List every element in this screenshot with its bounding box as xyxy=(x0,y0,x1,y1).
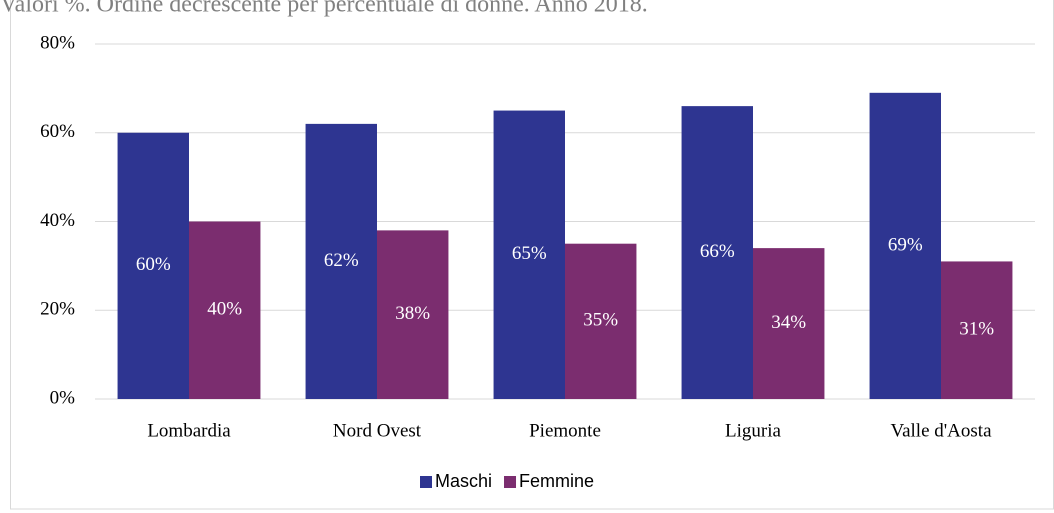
chart-subtitle: Valori %. Ordine decrescente per percent… xyxy=(0,0,648,18)
data-label: 60% xyxy=(136,254,171,275)
bar xyxy=(117,132,189,399)
legend-label: Maschi xyxy=(435,471,492,491)
y-tick-label: 0% xyxy=(50,387,76,408)
data-label: 35% xyxy=(583,310,618,331)
bar xyxy=(305,123,377,399)
y-tick-label: 80% xyxy=(40,32,75,53)
bar xyxy=(493,110,565,399)
bar xyxy=(681,106,753,399)
data-label: 40% xyxy=(207,299,242,320)
data-label: 31% xyxy=(959,319,994,340)
data-label: 34% xyxy=(771,312,806,333)
bar xyxy=(189,221,261,399)
bar xyxy=(941,261,1013,399)
data-label: 62% xyxy=(324,250,359,271)
x-tick-label: Lombardia xyxy=(147,420,231,441)
bar xyxy=(869,92,941,399)
x-tick-label: Piemonte xyxy=(529,420,601,441)
data-label: 38% xyxy=(395,303,430,324)
data-label: 66% xyxy=(700,241,735,262)
legend-swatch xyxy=(420,476,432,488)
y-tick-label: 20% xyxy=(40,299,75,320)
bar xyxy=(565,243,637,399)
x-tick-label: Nord Ovest xyxy=(333,420,422,441)
data-label: 69% xyxy=(888,234,923,255)
legend-label: Femmine xyxy=(519,471,594,491)
legend-swatch xyxy=(504,476,517,488)
bar xyxy=(753,248,825,399)
x-tick-label: Valle d'Aosta xyxy=(890,420,992,441)
y-tick-label: 40% xyxy=(40,210,75,231)
bar xyxy=(377,230,449,399)
x-tick-label: Liguria xyxy=(725,420,781,441)
y-tick-label: 60% xyxy=(40,121,75,142)
data-label: 65% xyxy=(512,243,547,264)
